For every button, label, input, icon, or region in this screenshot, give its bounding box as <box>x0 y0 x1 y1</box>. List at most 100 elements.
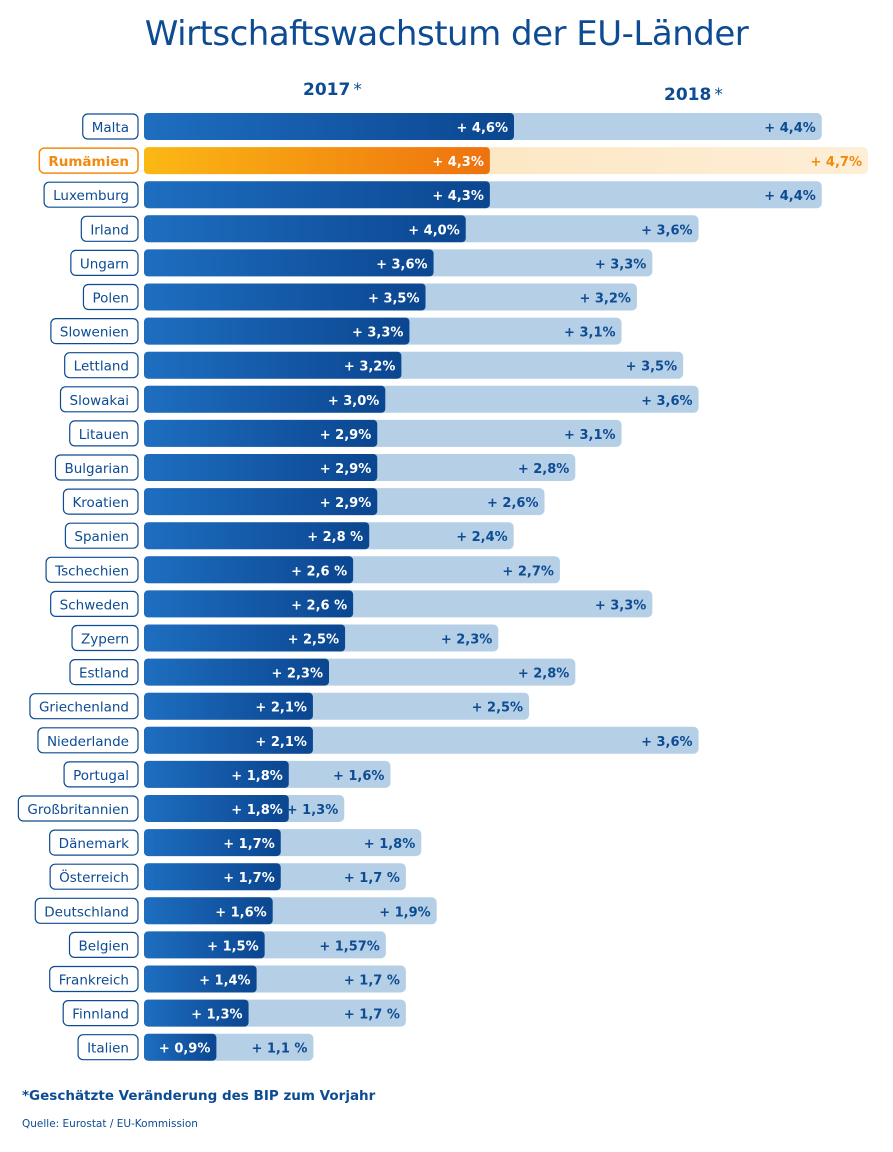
country-label: Zypern <box>81 632 129 648</box>
bar-2017 <box>144 181 490 209</box>
country-label: Slowenien <box>60 325 129 341</box>
bar-2017 <box>144 692 313 720</box>
legend-2018: 2018 * <box>664 85 723 105</box>
country-label-box <box>29 693 139 720</box>
value-label-2018: + 1,1 % <box>251 1042 307 1057</box>
bar-2017 <box>144 931 265 959</box>
country-label: Ungarn <box>80 256 129 272</box>
bar-2017 <box>144 249 434 277</box>
source-note: Quelle: Eurostat / EU-Kommission <box>22 1118 198 1130</box>
value-label-2018: + 2,5% <box>472 701 523 716</box>
chart-title: Wirtschaftswachstum der EU-Länder <box>144 14 749 54</box>
country-label-box <box>45 556 139 583</box>
country-label-box <box>43 181 139 208</box>
bar-2017 <box>144 317 410 345</box>
bar-2017 <box>144 999 249 1027</box>
bar-2017 <box>144 283 426 311</box>
country-label: Großbritannien <box>27 802 129 818</box>
country-label: Österreich <box>59 868 129 886</box>
value-label-2018: + 2,6% <box>487 496 538 511</box>
value-label-2017: + 1,6% <box>215 905 266 920</box>
country-label-box <box>59 386 139 413</box>
value-label-2018: + 3,6% <box>641 735 692 750</box>
country-label-box <box>70 249 139 276</box>
value-label-2018: + 4,4% <box>764 121 815 136</box>
country-label-box <box>63 761 139 788</box>
country-label: Deutschland <box>44 904 129 920</box>
value-label-2017: + 2,9% <box>320 496 371 511</box>
country-label-box <box>62 999 139 1027</box>
value-label-2018: + 1,9% <box>379 905 430 920</box>
country-label-box <box>38 147 139 174</box>
bar-2017 <box>144 113 514 140</box>
row-5: + 3,5% + 3,2% Polen <box>82 283 637 311</box>
bar-2017 <box>144 147 490 175</box>
value-label-2017: + 2,6 % <box>291 564 347 579</box>
country-label: Dänemark <box>59 836 130 852</box>
value-label-2017: + 4,0% <box>408 223 459 238</box>
row-27: + 0,9% + 1,1 % Italien <box>77 1033 314 1061</box>
row-13: + 2,6 % + 2,7% Tschechien <box>45 556 560 584</box>
legend-2018-label: 2018 <box>664 85 712 105</box>
row-4: + 3,6% + 3,3% Ungarn <box>70 249 653 277</box>
row-1: + 4,3% + 4,7% Rumämien <box>38 147 868 175</box>
country-label-box <box>64 352 139 379</box>
country-label: Estland <box>79 666 129 682</box>
value-label-2017: + 2,6 % <box>291 598 347 613</box>
value-label-2017: + 1,7% <box>223 871 274 886</box>
legend-2018-star: * <box>714 85 723 105</box>
country-label-box <box>62 488 139 515</box>
value-label-2017: + 1,3% <box>191 1008 242 1023</box>
country-label: Griechenland <box>39 700 129 716</box>
country-label: Luxemburg <box>53 188 129 204</box>
value-label-2017: + 1,4% <box>199 974 250 989</box>
value-label-2017: + 2,9% <box>320 428 371 443</box>
value-label-2017: + 0,9% <box>159 1042 210 1057</box>
value-label-2018: + 3,3% <box>595 257 646 272</box>
value-label-2018: + 1,7 % <box>344 974 400 989</box>
country-label: Malta <box>92 120 129 136</box>
country-label: Finnland <box>72 1007 129 1023</box>
row-8: + 3,0% + 3,6% Slowakai <box>59 385 699 413</box>
value-label-2017: + 3,0% <box>328 394 379 409</box>
country-label: Litauen <box>79 427 129 443</box>
bar-2017 <box>144 385 386 413</box>
bar-2017 <box>144 897 273 925</box>
country-label-box <box>54 454 139 481</box>
bar-2017 <box>144 351 402 379</box>
country-label-box <box>71 624 139 652</box>
bar-2017 <box>144 624 346 652</box>
row-16: + 2,3% + 2,8% Estland <box>69 658 576 686</box>
bar-2017 <box>144 215 466 243</box>
row-15: + 2,5% + 2,3% Zypern <box>71 624 499 652</box>
value-label-2017: + 1,8% <box>231 769 282 784</box>
value-label-2018: + 3,5% <box>626 360 677 375</box>
value-label-2017: + 2,1% <box>255 701 306 716</box>
bar-2017 <box>144 863 281 891</box>
country-label-box <box>77 1034 139 1061</box>
value-label-2018: + 1,7 % <box>344 1008 400 1023</box>
country-label: Bulgarian <box>64 461 129 477</box>
value-label-2018: + 2,8% <box>518 667 569 682</box>
row-20: + 1,8% + 1,3% Großbritannien <box>17 795 345 822</box>
value-label-2018: + 3,2% <box>579 292 630 307</box>
value-label-2018: + 1,3% <box>287 803 338 818</box>
row-2: + 4,3% + 4,4% Luxemburg <box>43 181 822 209</box>
row-18: + 2,1% + 3,6% Niederlande <box>37 726 699 754</box>
value-label-2018: + 1,8% <box>364 837 415 852</box>
bar-2017 <box>144 795 289 822</box>
country-label-box <box>50 590 139 618</box>
row-21: + 1,7% + 1,8% Dänemark <box>49 829 422 857</box>
country-label: Slowakai <box>70 393 130 409</box>
country-label: Spanien <box>74 529 129 545</box>
value-label-2018: + 3,6% <box>641 394 692 409</box>
value-label-2018: + 2,8% <box>518 462 569 477</box>
country-label-box <box>34 897 139 924</box>
footnote: *Geschätzte Veränderung des BIP zum Vorj… <box>22 1088 376 1104</box>
country-label-box <box>82 283 139 311</box>
row-25: + 1,4% + 1,7 % Frankreich <box>49 965 406 993</box>
country-label: Irland <box>90 222 129 238</box>
country-label: Schweden <box>60 597 129 613</box>
value-label-2017: + 3,5% <box>368 292 419 307</box>
value-label-2017: + 1,8% <box>231 803 282 818</box>
